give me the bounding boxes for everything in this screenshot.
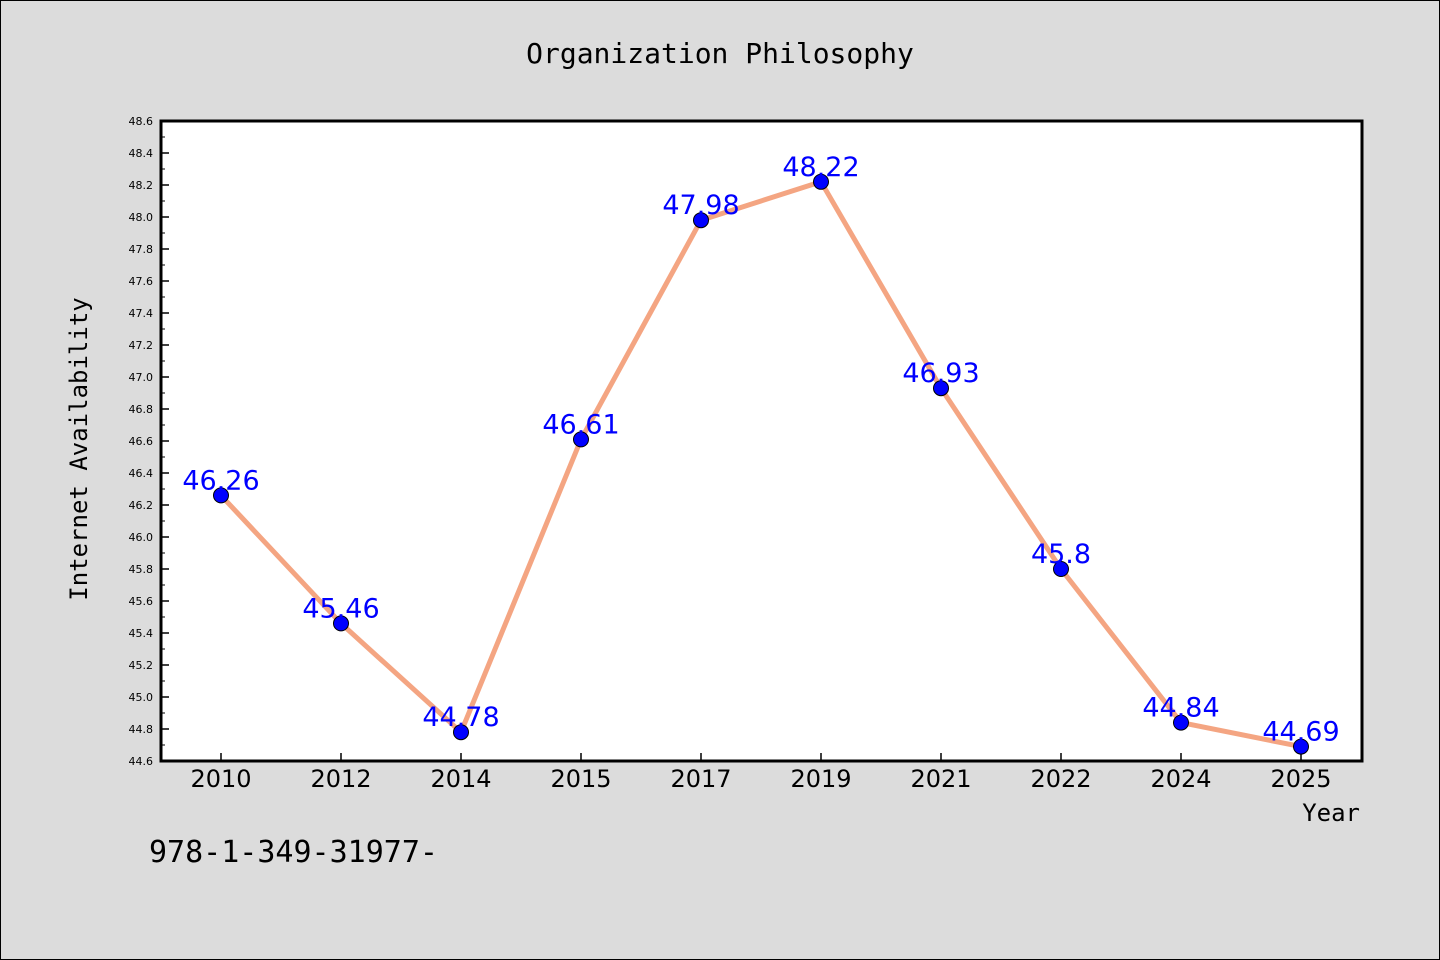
y-tick-label: 45.2 [129,659,154,672]
data-point [1293,738,1309,755]
x-tick-label: 2025 [1270,765,1331,793]
data-point [693,212,709,229]
data-label: 46.93 [902,358,979,389]
data-point [813,173,829,190]
data-label: 45.8 [1031,539,1091,570]
chart-title: Organization Philosophy [526,37,914,70]
data-label: 46.61 [542,409,619,440]
y-tick-label: 47.2 [129,339,154,352]
y-tick-label: 48.4 [129,147,154,160]
x-axis-label: Year [1302,799,1360,827]
y-tick-label: 44.6 [129,755,154,768]
data-label: 48.22 [782,152,859,183]
series-line [219,179,1302,750]
series-markers [213,173,1309,755]
y-tick-label: 45.4 [129,627,154,640]
y-axis-label: Internet Availability [65,297,93,600]
data-label: 47.98 [662,190,739,221]
data-label: 44.69 [1262,717,1339,748]
footer-code: 978-1-349-31977- [149,835,438,870]
data-point [1053,561,1069,577]
data-point [453,724,469,741]
y-axis-ticks: 44.6 44.8 45.0 45.2 45.4 45.6 45.8 46.0 46.2 46.4… [129,115,169,768]
x-tick-label: 2015 [550,765,611,793]
y-tick-label: 47.8 [129,243,154,256]
y-tick-label: 48.6 [129,115,154,128]
y-tick-label: 46.0 [129,531,154,544]
plot-area [159,119,1364,763]
x-tick-label: 2019 [790,765,851,793]
data-point [213,487,229,504]
data-label: 45.46 [302,593,379,624]
y-tick-label: 45.8 [129,563,154,576]
y-tick-label: 47.6 [129,275,154,288]
y-tick-label: 45.6 [129,595,154,608]
x-tick-label: 2012 [310,765,371,793]
data-label: 44.78 [422,702,499,733]
data-point [573,431,589,448]
y-tick-label: 45.0 [129,691,154,704]
y-tick-label: 48.0 [129,211,154,224]
x-axis-ticks: 2010 2012 2014 2015 2017 2019 2021 2022 2024 2025 [190,753,1332,793]
y-tick-label: 46.4 [129,467,154,480]
x-tick-label: 2014 [430,765,491,793]
x-tick-label: 2024 [1150,765,1211,793]
y-tick-label: 47.4 [129,307,154,320]
y-tick-label: 46.8 [129,403,154,416]
x-tick-label: 2010 [190,765,251,793]
y-tick-label: 48.2 [129,179,154,192]
x-tick-label: 2021 [910,765,971,793]
data-labels: 46.26 45.46 44.78 46.61 47.98 48.22 46.93 45.8 4… [182,152,1339,748]
y-tick-label: 44.8 [129,723,154,736]
y-tick-label: 46.6 [129,435,154,448]
data-point [1173,714,1189,731]
y-tick-label: 46.2 [129,499,154,512]
x-tick-label: 2017 [670,765,731,793]
y-tick-label: 47.0 [129,371,154,384]
data-point [333,615,349,632]
data-label: 46.26 [182,465,259,496]
data-point [933,380,949,397]
x-tick-label: 2022 [1030,765,1091,793]
data-label: 44.84 [1142,693,1219,724]
